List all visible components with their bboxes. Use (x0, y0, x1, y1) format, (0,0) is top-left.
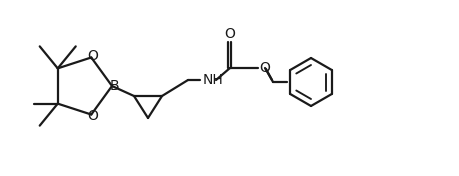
Text: O: O (87, 109, 97, 122)
Text: NH: NH (202, 73, 223, 87)
Text: O: O (259, 61, 270, 75)
Text: O: O (224, 27, 235, 41)
Text: B: B (109, 79, 118, 93)
Text: O: O (87, 49, 97, 64)
